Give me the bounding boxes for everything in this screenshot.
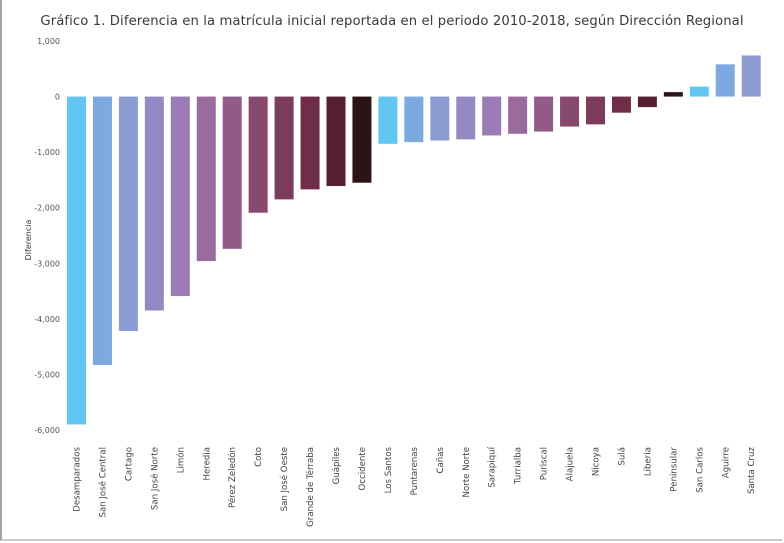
x-tick-label: Santa Cruz	[747, 447, 757, 495]
y-tick-label: -4,000	[34, 315, 60, 324]
bar	[534, 96, 554, 132]
bar	[170, 96, 190, 297]
x-tick-label: Aguirre	[721, 447, 731, 478]
chart-title: Gráfico 1. Diferencia en la matrícula in…	[40, 14, 744, 29]
x-tick-label: San José Central	[97, 447, 108, 517]
x-tick-label: Cartago	[124, 447, 134, 481]
x-tick-label: Desamparados	[73, 446, 83, 511]
bar	[248, 96, 268, 213]
y-tick-label: -2,000	[34, 204, 60, 213]
x-axis: Desamparados San José Central Cartago San J…	[73, 446, 758, 526]
bar	[404, 96, 424, 143]
y-axis-label: Diferencia	[24, 220, 33, 261]
bar	[430, 96, 450, 141]
bar	[300, 96, 320, 190]
bar	[586, 96, 605, 125]
y-tick-label: -1,000	[34, 148, 60, 157]
bar	[560, 96, 580, 127]
x-tick-label: Alajuela	[566, 447, 576, 481]
bar	[689, 86, 709, 97]
x-tick-label: Los Santos	[384, 446, 394, 493]
x-tick-label: Liberia	[643, 447, 653, 476]
x-tick-label: San José Oeste	[279, 447, 290, 511]
bar	[222, 96, 242, 249]
y-tick-label: 1,000	[37, 37, 60, 46]
bar	[637, 96, 657, 108]
x-tick-label: San José Norte	[149, 447, 160, 510]
x-tick-label: Sulá	[617, 447, 627, 466]
x-tick-label: Limón	[175, 447, 186, 473]
x-tick-label: Puntarenas	[410, 446, 420, 495]
y-tick-label: -6,000	[34, 426, 60, 435]
bar	[378, 96, 398, 144]
x-tick-label: Norte Norte	[462, 447, 472, 497]
x-tick-label: San Carlos	[695, 446, 705, 492]
x-tick-label: Grande de Térraba	[305, 447, 316, 527]
x-tick-label: Puriscal	[540, 447, 550, 480]
x-tick-label: Coto	[254, 447, 264, 467]
x-tick-label: Sarapiquí	[488, 446, 498, 487]
x-tick-label: Cañas	[436, 446, 446, 473]
bar	[144, 96, 164, 311]
bar	[274, 96, 294, 200]
bar	[663, 92, 683, 97]
x-tick-label: Turrialba	[514, 447, 524, 485]
bars	[67, 55, 761, 425]
y-tick-label: -5,000	[34, 370, 60, 379]
bar	[326, 96, 346, 187]
y-tick-label: -3,000	[34, 259, 60, 268]
bar	[508, 96, 528, 134]
bar	[741, 55, 761, 97]
bar	[611, 96, 631, 113]
bar	[482, 96, 502, 136]
y-tick-label: 0	[55, 93, 60, 102]
x-tick-label: Nicoya	[592, 447, 602, 476]
bar	[67, 96, 86, 425]
bar	[92, 96, 112, 365]
bar	[196, 96, 216, 262]
bar	[715, 64, 735, 97]
x-tick-label: Occidente	[358, 447, 368, 490]
x-tick-label: Pérez Zeledón	[227, 447, 238, 508]
y-axis: 1,000 0 -1,000 -2,000 -3,000 -4,000 -5,000 -6,0…	[34, 37, 60, 435]
x-tick-label: Peninsular	[669, 447, 679, 492]
bar	[118, 96, 138, 332]
x-tick-label: Guápiles	[332, 446, 342, 484]
bar	[456, 96, 476, 140]
x-tick-label: Heredia	[202, 447, 212, 481]
bar	[352, 96, 372, 183]
